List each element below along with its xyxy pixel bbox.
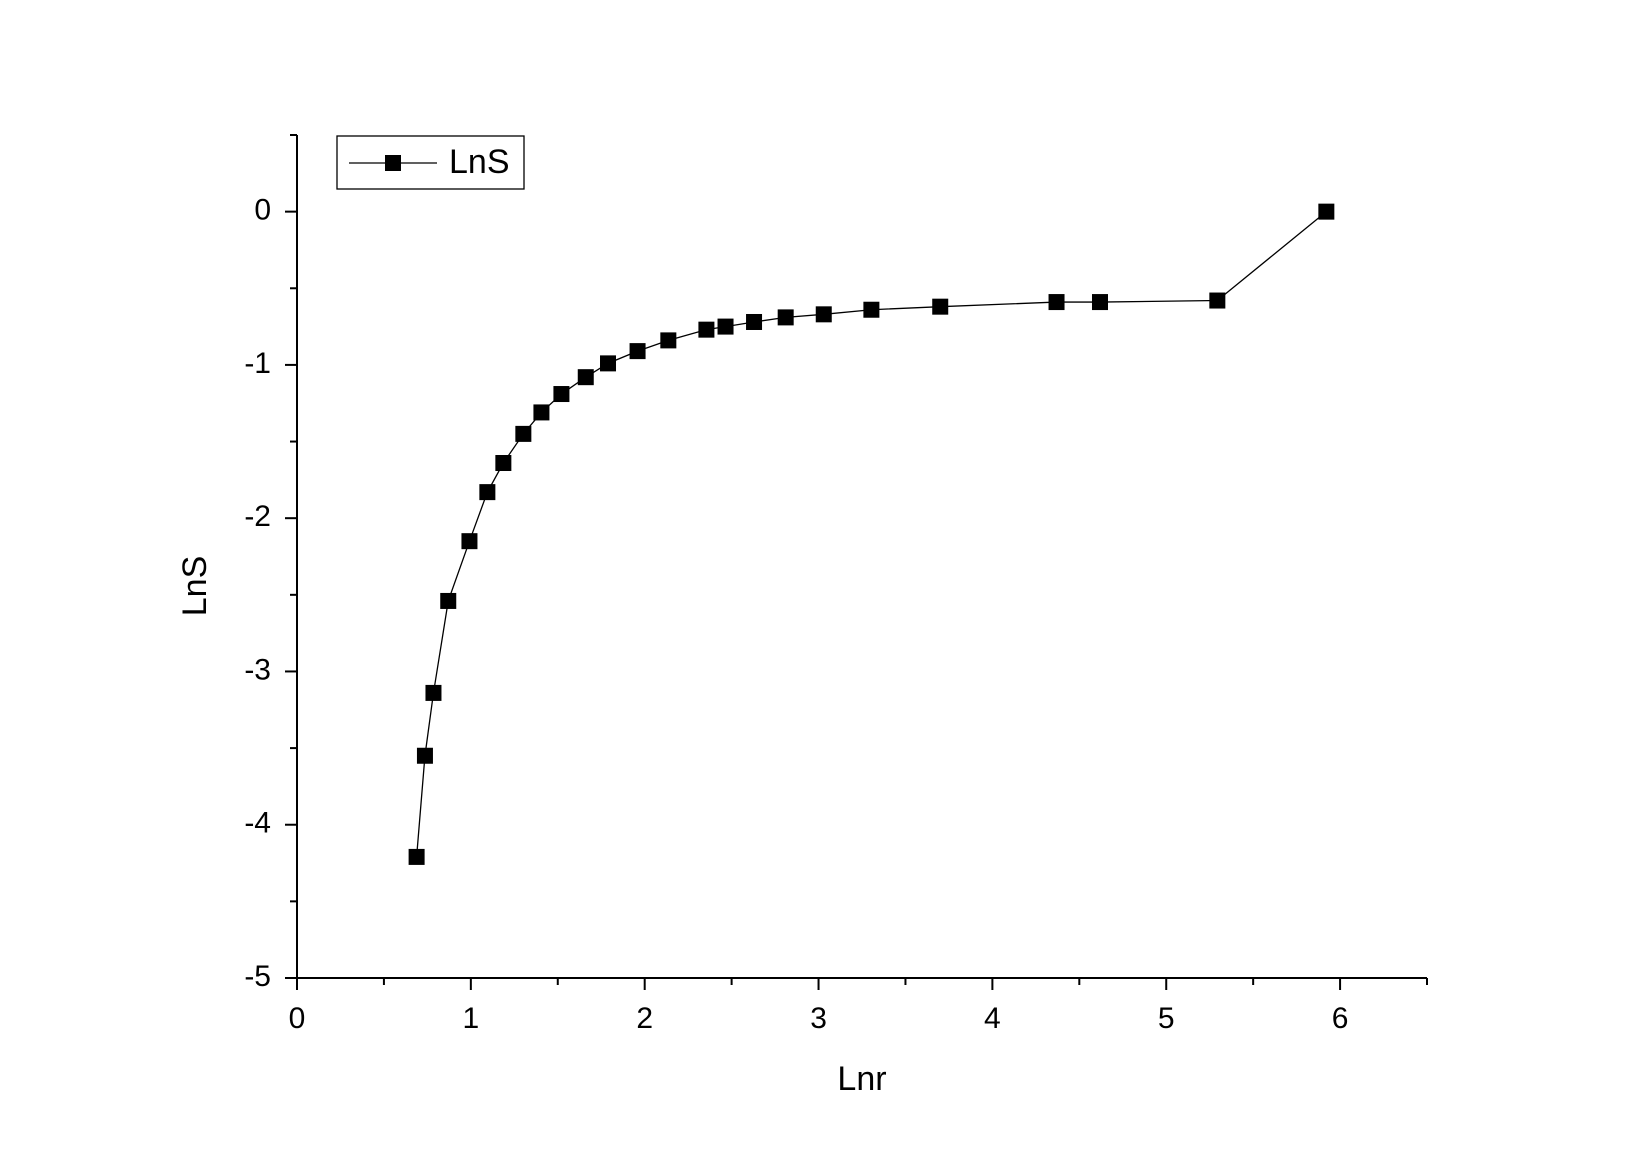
y-tick-label: -2 — [244, 500, 271, 533]
x-tick-label: 0 — [289, 1002, 306, 1035]
x-axis-label: Lnr — [837, 1060, 886, 1098]
marker — [600, 355, 617, 372]
x-tick-label: 3 — [810, 1002, 827, 1035]
x-tick-label: 2 — [636, 1002, 653, 1035]
y-tick-label: -4 — [244, 807, 271, 840]
y-tick-label: -1 — [244, 347, 271, 380]
marker — [746, 313, 763, 330]
marker — [495, 455, 512, 472]
marker — [698, 321, 715, 338]
marker — [1048, 294, 1065, 311]
marker — [815, 306, 832, 323]
x-tick-label: 5 — [1158, 1002, 1175, 1035]
marker — [408, 848, 425, 865]
marker — [440, 592, 457, 609]
legend-box — [336, 135, 525, 190]
marker — [660, 332, 677, 349]
legend-label: LnS — [449, 143, 510, 181]
y-axis-label: LnS — [176, 556, 214, 617]
marker — [932, 298, 949, 315]
marker — [515, 425, 532, 442]
x-tick-label: 4 — [984, 1002, 1001, 1035]
marker — [533, 404, 550, 421]
marker — [629, 343, 646, 360]
marker — [1091, 294, 1108, 311]
marker — [1318, 203, 1335, 220]
marker — [717, 318, 734, 335]
marker — [1209, 292, 1226, 309]
x-tick-label: 6 — [1332, 1002, 1349, 1035]
marker — [553, 386, 570, 403]
marker — [425, 684, 442, 701]
marker — [577, 369, 594, 386]
x-tick-label: 1 — [463, 1002, 480, 1035]
marker — [461, 533, 478, 550]
y-tick-label: -3 — [244, 653, 271, 686]
marker — [777, 309, 794, 326]
marker — [416, 747, 433, 764]
marker — [863, 301, 880, 318]
y-tick-label: -5 — [244, 960, 271, 993]
y-tick-label: 0 — [254, 194, 271, 227]
marker — [479, 484, 496, 501]
legend-marker — [385, 155, 401, 171]
